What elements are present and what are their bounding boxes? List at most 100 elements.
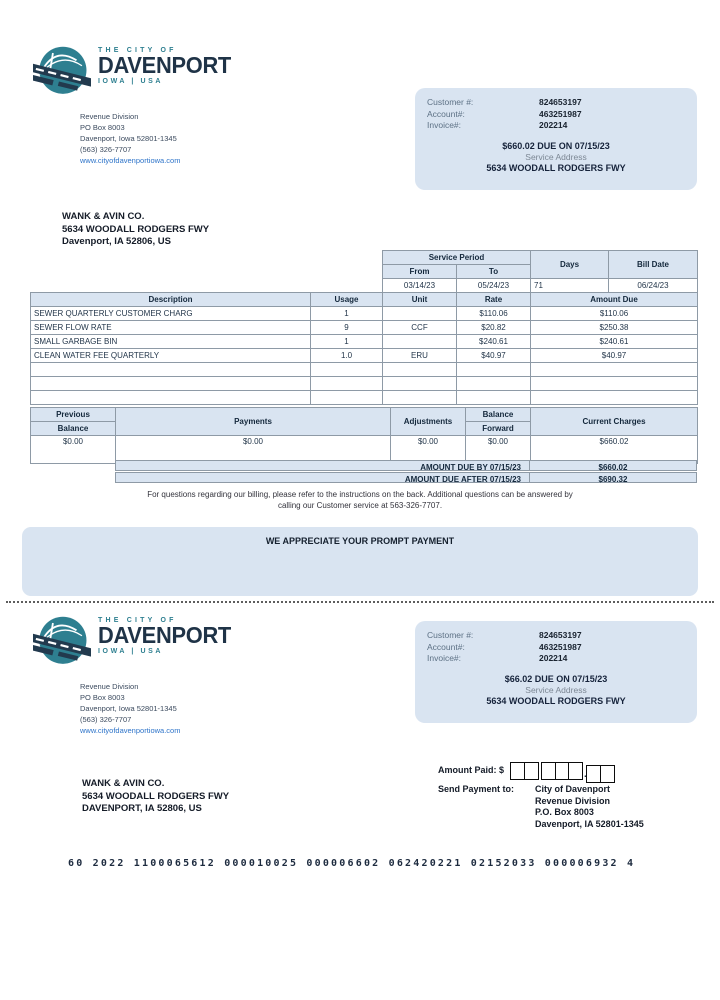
amount-digit-box[interactable] (568, 762, 584, 780)
rate-cell: $240.61 (456, 334, 531, 349)
service-address-value: 5634 WOODALL RODGERS FWY (486, 695, 626, 706)
from-date: 03/14/23 (382, 278, 457, 293)
amount-due-by-value: $660.02 (530, 460, 697, 472)
micr-scan-line: 60 2022 1100065612 000010025 000006602 0… (68, 858, 636, 869)
invoice-number-row: Invoice#: 202214 (427, 120, 685, 132)
balance-forward-value: $0.00 (465, 435, 531, 464)
usage-cell: 1 (310, 306, 383, 321)
previous-balance-value: $0.00 (30, 435, 116, 464)
service-period-subheader-row: From To (31, 264, 698, 279)
sender-line: Revenue Division (80, 682, 139, 691)
stub-mailing-address: WANK & AVIN CO. 5634 WOODALL RODGERS FWY… (82, 778, 229, 816)
sender-line: Davenport, Iowa 52801-1345 (80, 704, 177, 713)
bill-to-line: Davenport, IA 52806, US (62, 236, 171, 247)
amount-paid-label: Amount Paid: $ (438, 765, 505, 775)
payee-line: City of Davenport (535, 784, 611, 794)
mail-to-line: 5634 WOODALL RODGERS FWY (82, 790, 230, 802)
summary-values-row: $0.00 $0.00 $0.00 $0.00 $660.02 (30, 435, 698, 464)
customer-number-label: Customer #: (427, 97, 474, 107)
usage-cell: 1 (310, 334, 383, 349)
balance-summary-table: Previous Payments Adjustments Balance Cu… (30, 407, 698, 464)
payee-line: Davenport, IA 52801-1345 (535, 818, 644, 829)
current-charges-header: Current Charges (530, 407, 698, 436)
days-header: Days (530, 250, 609, 279)
bridge-icon (33, 46, 91, 94)
previous-balance-header: Previous (30, 407, 116, 422)
bill-date-value: 06/24/23 (608, 278, 698, 293)
mail-to-line: DAVENPORT, IA 52806, US (82, 803, 202, 814)
note-line: For questions regarding our billing, ple… (147, 490, 573, 499)
account-number-row: Account#: 463251987 (427, 642, 685, 654)
usage-cell: 9 (310, 320, 383, 335)
usage-cell: 1.0 (310, 348, 383, 363)
customer-number-label: Customer #: (427, 630, 474, 640)
prompt-payment-text: WE APPRECIATE YOUR PROMPT PAYMENT (265, 536, 455, 546)
account-number-value: 463251987 (539, 641, 582, 652)
amount-paid-boxes-hundreds[interactable] (510, 762, 539, 780)
sender-line: (563) 326-7707 (80, 145, 132, 154)
account-summary-box-stub: Customer #: 824653197 Account#: 46325198… (415, 621, 697, 723)
amount-digit-box[interactable] (599, 765, 615, 783)
send-payment-block: Send Payment to: City of Davenport Reven… (438, 784, 644, 830)
unit-cell (382, 334, 457, 349)
from-header: From (382, 264, 457, 279)
logo-city-tagline: THE CITY OF (98, 617, 177, 624)
account-number-value: 463251987 (539, 108, 582, 119)
table-row: CLEAN WATER FEE QUARTERLY 1.0 ERU $40.97… (30, 348, 698, 363)
days-value: 71 (530, 278, 609, 293)
service-address-label: Service Address (525, 684, 587, 695)
account-number-row: Account#: 463251987 (427, 109, 685, 121)
adjustments-value: $0.00 (390, 435, 466, 464)
payments-value: $0.00 (115, 435, 391, 464)
amount-due-rows: AMOUNT DUE BY 07/15/23 $660.02 AMOUNT DU… (115, 460, 697, 484)
payee-line: Revenue Division (535, 795, 611, 806)
unit-cell: CCF (382, 320, 457, 335)
to-header: To (456, 264, 531, 279)
amount-cell: $40.97 (530, 348, 698, 363)
table-row: SEWER QUARTERLY CUSTOMER CHARG 1 $110.06… (30, 306, 698, 321)
amount-due-headline: $66.02 DUE ON 07/15/23 (504, 673, 608, 684)
empty-table-row (30, 390, 698, 405)
mail-to-line: WANK & AVIN CO. (82, 778, 165, 789)
bill-to-line: 5634 WOODALL RODGERS FWY (62, 223, 210, 235)
description-cell: SEWER FLOW RATE (30, 320, 311, 335)
city-of-davenport-logo: THE CITY OF DAVENPORT IOWA | USA (33, 44, 238, 102)
amount-due-by-label: AMOUNT DUE BY 07/15/23 (115, 460, 530, 472)
usage-header: Usage (310, 292, 383, 307)
amount-paid-entry: Amount Paid: $ . (438, 762, 615, 784)
unit-cell (382, 306, 457, 321)
amount-paid-boxes-dollars[interactable] (541, 762, 584, 780)
logo-city-name: DAVENPORT (98, 52, 231, 78)
logo-state-tagline: IOWA | USA (98, 78, 164, 85)
invoice-number-label: Invoice#: (427, 653, 462, 663)
account-number-label: Account#: (427, 641, 465, 652)
logo-city-name: DAVENPORT (98, 622, 231, 648)
rate-cell: $20.82 (456, 320, 531, 335)
charges-header-row: Description Usage Unit Rate Amount Due (30, 292, 698, 307)
amount-paid-boxes-cents[interactable] (586, 765, 615, 783)
table-row: SEWER FLOW RATE 9 CCF $20.82 $250.38 (30, 320, 698, 335)
balance-forward-header2: Forward (465, 421, 531, 436)
amount-cell: $240.61 (530, 334, 698, 349)
table-row: SMALL GARBAGE BIN 1 $240.61 $240.61 (30, 334, 698, 349)
description-cell: SMALL GARBAGE BIN (30, 334, 311, 349)
amount-digit-box[interactable] (523, 762, 539, 780)
amount-cell: $110.06 (530, 306, 698, 321)
logo-wordmark: THE CITY OF DAVENPORT IOWA | USA (98, 44, 238, 85)
sender-line: PO Box 8003 (80, 693, 125, 702)
invoice-number-row: Invoice#: 202214 (427, 653, 685, 665)
payee-line: P.O. Box 8003 (535, 807, 594, 817)
send-payment-label: Send Payment to: (438, 784, 515, 794)
amount-due-by-row: AMOUNT DUE BY 07/15/23 $660.02 (115, 460, 697, 472)
invoice-number-value: 202214 (539, 653, 568, 663)
to-date: 05/24/23 (456, 278, 531, 293)
amount-due-header: Amount Due (530, 292, 698, 307)
payments-header: Payments (115, 407, 391, 436)
logo-state-tagline: IOWA | USA (98, 648, 164, 655)
service-period-header-row: Service Period Days Bill Date (31, 250, 698, 279)
logo-wordmark: THE CITY OF DAVENPORT IOWA | USA (98, 614, 238, 655)
invoice-number-value: 202214 (539, 120, 568, 130)
balance-forward-header: Balance (465, 407, 531, 422)
summary-header-row2: Balance Forward (30, 421, 698, 436)
